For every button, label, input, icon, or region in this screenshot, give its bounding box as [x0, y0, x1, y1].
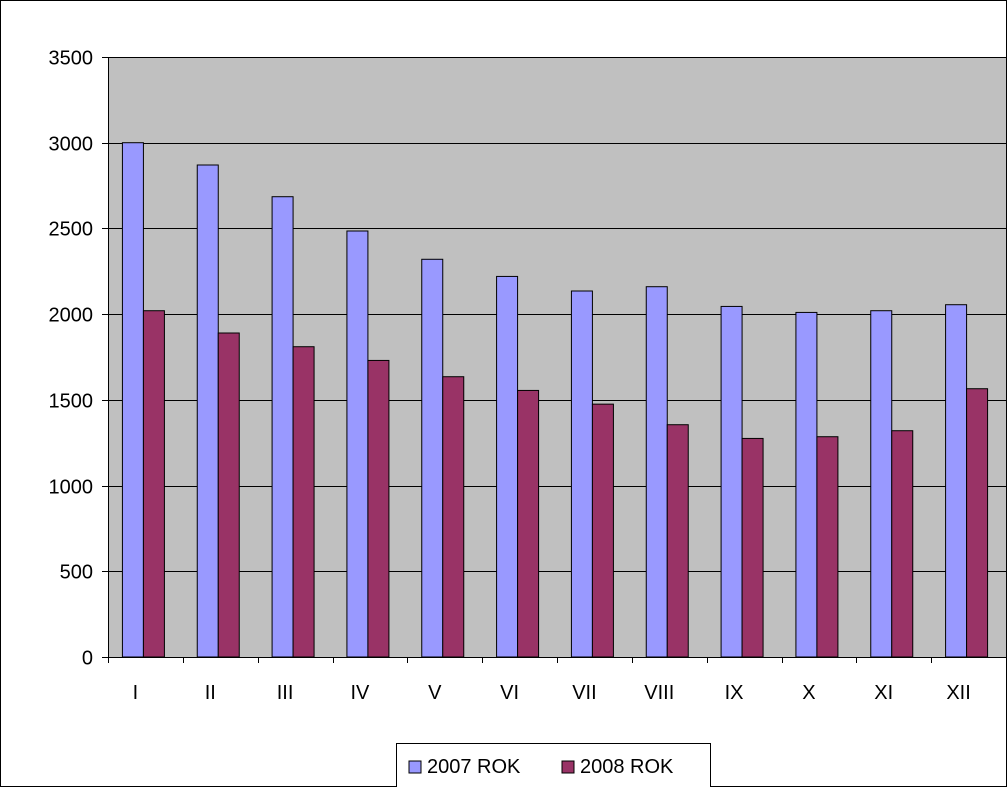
- x-tick-label: XII: [946, 682, 970, 704]
- y-tick-label: 3000: [49, 134, 94, 156]
- x-tick-labels: I II III IV V VI VII VIII IX X XI XII: [133, 682, 971, 704]
- x-tick-label: IV: [350, 682, 370, 704]
- bar-series2-V: [442, 376, 465, 658]
- legend-label-series1: 2007 ROK: [427, 756, 521, 778]
- bar-series2-XI: [891, 430, 914, 658]
- bar-series1-IX: [720, 305, 743, 658]
- x-tick-label: II: [205, 682, 216, 704]
- x-tick-label: XI: [874, 682, 893, 704]
- x-tick-label: VIII: [644, 682, 674, 704]
- y-tick-label: 1500: [49, 391, 94, 413]
- bar-series2-III: [292, 346, 315, 658]
- bar-series2-VI: [517, 389, 540, 658]
- bar-series2-XII: [966, 388, 989, 658]
- bar-series2-I: [142, 310, 165, 658]
- gridlines: [108, 57, 1006, 572]
- bar-series1-II: [196, 164, 219, 658]
- bar-series2-VIII: [666, 424, 689, 658]
- y-tick-label: 500: [60, 562, 93, 584]
- bar-series1-X: [795, 311, 818, 658]
- bar-series1-III: [271, 196, 294, 658]
- y-tick-labels: 0 500 1000 1500 2000 2500 3000 3500: [49, 48, 94, 670]
- y-tick-label: 0: [82, 648, 93, 670]
- y-tick-label: 2000: [49, 305, 94, 327]
- bar-series1-VII: [570, 290, 593, 658]
- bar-series2-IV: [367, 359, 390, 658]
- x-tick-label: I: [133, 682, 139, 704]
- x-tick-label: III: [277, 682, 294, 704]
- bar-series2-IX: [741, 437, 764, 658]
- x-tick-label: VII: [572, 682, 596, 704]
- bar-series1-XI: [870, 310, 893, 658]
- y-tick-label: 1000: [49, 477, 94, 499]
- legend-swatch-series2: [561, 760, 575, 774]
- bar-series2-X: [816, 436, 839, 658]
- legend: 2007 ROK 2008 ROK: [396, 743, 711, 787]
- bar-series2-VII: [591, 403, 614, 658]
- bar-series1-VI: [496, 275, 519, 658]
- bar-series2-II: [217, 332, 240, 658]
- y-tick-label: 2500: [49, 219, 94, 241]
- axes: [102, 57, 1007, 663]
- bar-series1-XII: [945, 304, 968, 658]
- bar-series1-IV: [346, 230, 369, 658]
- legend-swatch-series1: [408, 760, 422, 774]
- bar-series1-I: [121, 142, 144, 658]
- x-tick-label: X: [802, 682, 815, 704]
- legend-box: [396, 743, 711, 787]
- x-tick-label: IX: [725, 682, 744, 704]
- x-tick-label: V: [428, 682, 442, 704]
- y-tick-label: 3500: [49, 48, 94, 70]
- plot-area: [108, 57, 1006, 657]
- legend-label-series2: 2008 ROK: [580, 756, 674, 778]
- bar-series1-VIII: [645, 286, 668, 658]
- bar-series1-V: [421, 258, 444, 658]
- bars: [121, 142, 989, 658]
- x-tick-label: VI: [500, 682, 519, 704]
